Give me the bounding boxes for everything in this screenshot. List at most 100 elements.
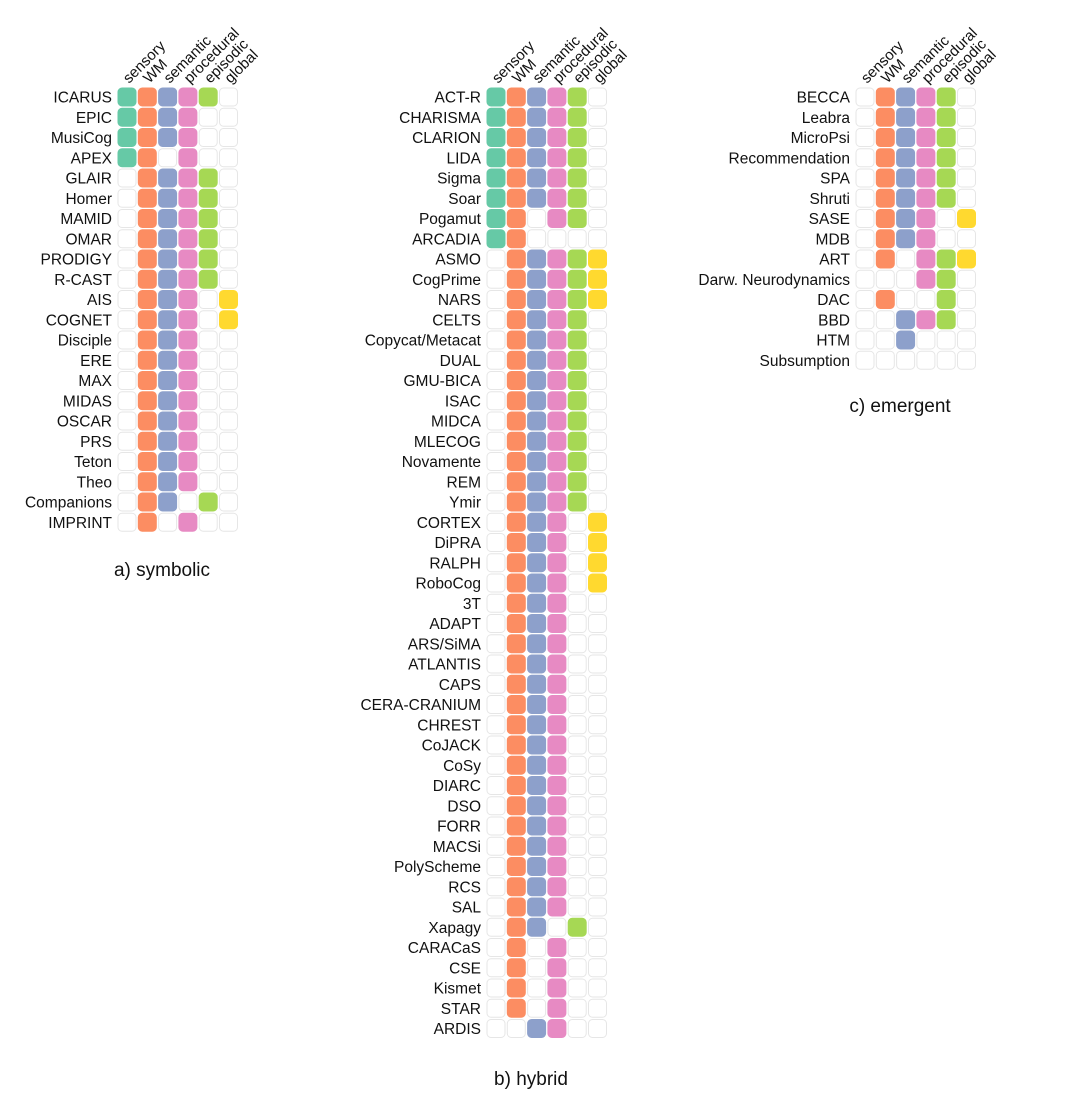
cell-WM-filled <box>506 897 526 917</box>
row-label: 3T <box>463 596 482 613</box>
cell-semantic-filled <box>527 634 547 654</box>
cell-empty <box>855 229 875 249</box>
cell-empty <box>219 330 238 350</box>
cell-episodic-filled <box>567 87 587 107</box>
cell-procedural-filled <box>547 452 567 471</box>
row-label: CARACaS <box>408 940 481 957</box>
cell-global-filled <box>219 310 238 330</box>
cell-empty <box>486 593 506 613</box>
cell-procedural-filled <box>178 229 198 249</box>
row-label: CLARION <box>412 130 481 147</box>
cell-semantic-filled <box>158 128 178 147</box>
cell-procedural-filled <box>178 371 198 390</box>
cell-empty <box>567 958 587 978</box>
cell-semantic-filled <box>896 330 916 350</box>
cell-empty <box>527 938 547 957</box>
cell-empty <box>219 269 238 289</box>
cell-empty <box>588 796 607 816</box>
cell-sensory-filled <box>117 87 137 107</box>
cell-empty <box>486 695 506 714</box>
cell-empty <box>198 472 218 492</box>
cell-semantic-filled <box>527 857 547 876</box>
cell-WM-filled <box>137 350 157 370</box>
cell-empty <box>486 371 506 390</box>
cell-sensory-filled <box>486 209 506 228</box>
cell-procedural-filled <box>916 188 936 208</box>
cell-semantic-filled <box>158 209 178 228</box>
cell-procedural-filled <box>547 695 567 714</box>
cell-empty <box>198 330 218 350</box>
cell-semantic-filled <box>527 877 547 897</box>
cell-WM-filled <box>875 168 895 188</box>
cell-WM-filled <box>137 188 157 208</box>
cell-sensory-filled <box>117 128 137 147</box>
cell-WM-filled <box>506 411 526 431</box>
cell-episodic-filled <box>936 107 956 127</box>
row-label: STAR <box>441 1001 481 1018</box>
row-label: CogPrime <box>412 272 481 289</box>
cell-WM-filled <box>506 917 526 937</box>
row-label: DUAL <box>440 353 482 370</box>
cell-episodic-filled <box>567 917 587 937</box>
cell-empty <box>117 269 137 289</box>
cell-empty <box>936 209 956 228</box>
cell-WM-filled <box>875 209 895 228</box>
cell-semantic-filled <box>527 330 547 350</box>
cell-empty <box>117 371 137 390</box>
cell-empty <box>855 188 875 208</box>
cell-procedural-filled <box>547 776 567 795</box>
cell-WM-filled <box>875 229 895 249</box>
row-label: PRODIGY <box>41 252 112 269</box>
cell-WM-filled <box>506 776 526 795</box>
cell-episodic-filled <box>567 452 587 471</box>
cell-WM-filled <box>506 350 526 370</box>
cell-procedural-filled <box>547 593 567 613</box>
row-label: ARCADIA <box>412 231 482 248</box>
cell-global-filled <box>957 249 976 269</box>
cell-episodic-filled <box>567 472 587 492</box>
row-label: MIDAS <box>63 393 112 410</box>
cell-empty <box>486 472 506 492</box>
cell-empty <box>219 87 238 107</box>
cell-procedural-filled <box>547 128 567 147</box>
row-label: Copycat/Metacat <box>365 333 482 350</box>
cell-empty <box>486 452 506 471</box>
cell-empty <box>547 229 567 249</box>
cell-empty <box>567 654 587 674</box>
cell-empty <box>567 816 587 836</box>
cell-sensory-filled <box>486 87 506 107</box>
cell-WM-filled <box>506 107 526 127</box>
cell-WM-filled <box>506 735 526 755</box>
cell-episodic-filled <box>936 290 956 309</box>
cell-empty <box>957 168 976 188</box>
cell-empty <box>198 371 218 390</box>
row-label: ARS/SiMA <box>408 636 482 653</box>
row-label: GLAIR <box>65 171 112 188</box>
cell-episodic-filled <box>567 431 587 451</box>
row-label: ADAPT <box>429 616 481 633</box>
cell-empty <box>486 938 506 957</box>
cell-empty <box>567 938 587 957</box>
row-label: RALPH <box>429 555 481 572</box>
row-label: BECCA <box>797 90 851 107</box>
cell-empty <box>486 917 506 937</box>
row-label: MusiCog <box>51 130 112 147</box>
cell-empty <box>198 391 218 411</box>
cell-empty <box>588 978 607 998</box>
cell-WM-filled <box>137 128 157 147</box>
cell-episodic-filled <box>567 188 587 208</box>
panel-2: sensoryWMsemanticproceduralepisodicgloba… <box>698 25 999 417</box>
cell-WM-filled <box>506 512 526 532</box>
cell-global-filled <box>588 249 607 269</box>
cell-empty <box>219 411 238 431</box>
cell-WM-filled <box>137 249 157 269</box>
cell-WM-filled <box>506 290 526 309</box>
row-label: MIDCA <box>431 414 482 431</box>
cell-empty <box>567 593 587 613</box>
cell-empty <box>567 978 587 998</box>
cell-empty <box>588 452 607 471</box>
cell-empty <box>896 350 916 370</box>
row-label: Soar <box>448 191 481 208</box>
cell-empty <box>486 533 506 552</box>
cell-semantic-filled <box>158 330 178 350</box>
